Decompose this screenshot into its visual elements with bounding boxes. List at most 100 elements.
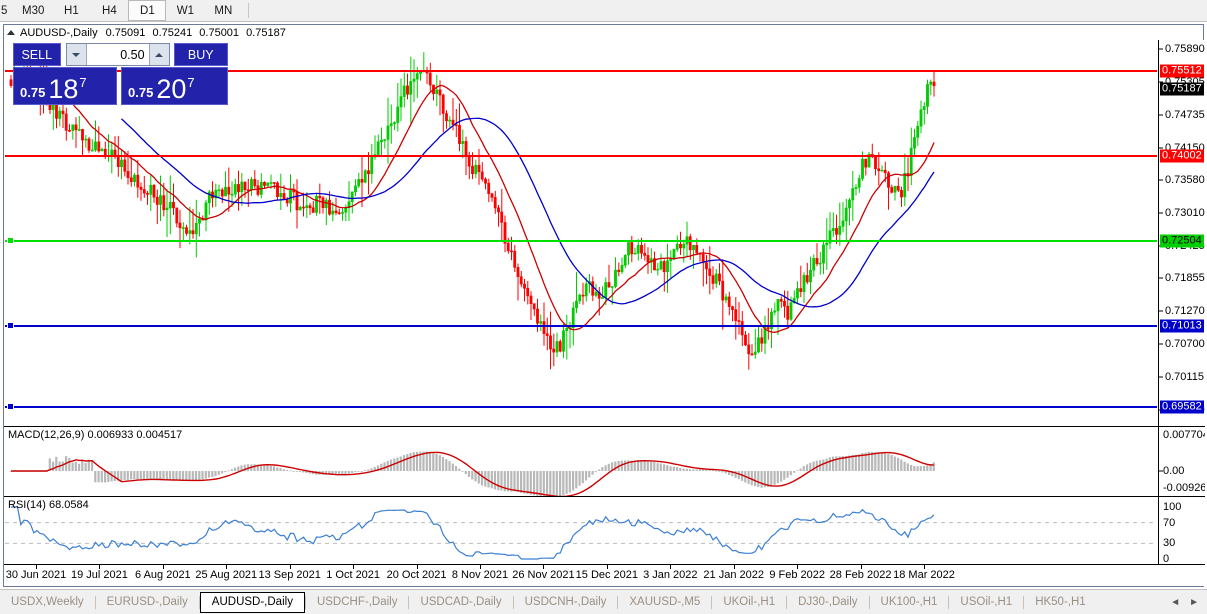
tab-divider xyxy=(786,595,788,609)
tab-divider xyxy=(198,595,200,609)
date-axis-label: 30 Jun 2021 xyxy=(5,569,67,581)
date-axis-label: 21 Jan 2022 xyxy=(703,569,764,581)
chart-tab-uk100-h1[interactable]: UK100-,H1 xyxy=(880,596,938,608)
macd-chart xyxy=(9,451,935,496)
trade-panel-top-row: SELL BUY xyxy=(13,43,228,66)
date-axis-label: 20 Oct 2021 xyxy=(386,569,447,581)
caret-up-icon xyxy=(155,52,164,57)
macd-plot-area[interactable] xyxy=(5,427,1157,496)
price-axis-tick xyxy=(1159,343,1163,345)
chart-tab-bar[interactable]: USDX,Weekly EURUSD-,Daily AUDUSD-,Daily USD… xyxy=(0,589,1207,614)
date-axis-tick xyxy=(353,565,355,569)
chart-window: AUDUSD-,Daily 0.75091 0.75241 0.75001 0.… xyxy=(3,24,1205,587)
chart-tab-ukoil-h1[interactable]: UKOil-,H1 xyxy=(723,596,776,608)
sell-price-prefix: 0.75 xyxy=(20,85,46,100)
tab-divider xyxy=(868,595,870,609)
date-axis-label: 25 Aug 2021 xyxy=(195,569,258,581)
price-axis-tick xyxy=(1159,277,1163,279)
rsi-plot-area[interactable] xyxy=(5,497,1157,564)
chart-tab-hk50-h1[interactable]: HK50-,H1 xyxy=(1035,596,1086,608)
sell-button[interactable]: SELL xyxy=(13,43,61,66)
tab-scroll-controls[interactable]: ◄ ► xyxy=(1170,597,1207,608)
price-axis-tick xyxy=(1159,179,1163,181)
tab-divider xyxy=(408,595,410,609)
date-axis-label: 6 Aug 2021 xyxy=(135,569,191,581)
tab-divider xyxy=(948,595,950,609)
macd-axis-label: -0.00926 xyxy=(1163,482,1205,494)
buy-button[interactable]: BUY xyxy=(173,43,228,66)
collapse-arrow-icon[interactable] xyxy=(7,30,15,35)
buy-price-display[interactable]: 0.75 20 7 xyxy=(121,67,228,105)
date-axis-tick xyxy=(36,565,37,569)
rsi-axis: 100 70 30 0 xyxy=(1158,497,1205,564)
chart-tab-usdcad-daily[interactable]: USDCAD-,Daily xyxy=(420,596,502,608)
rsi-pane[interactable]: RSI(14) 68.0584 100 70 30 0 xyxy=(4,496,1205,564)
date-axis-label: 8 Nov 2021 xyxy=(451,569,509,581)
date-axis-tick xyxy=(543,565,545,569)
chart-tab-usoil-h1[interactable]: USOil-,H1 xyxy=(960,596,1013,608)
lot-size-input[interactable] xyxy=(86,44,149,65)
timeframe-button-d1[interactable]: D1 xyxy=(128,0,167,21)
price-axis-label: 0.73010 xyxy=(1165,206,1205,219)
chart-tab-xauusd-m5[interactable]: XAUUSD-,M5 xyxy=(629,596,701,608)
date-axis-label: 26 Nov 2021 xyxy=(512,569,575,581)
rsi-axis-label: 0 xyxy=(1163,553,1170,564)
tab-divider xyxy=(617,595,619,609)
timeframe-button-m30[interactable]: M30 xyxy=(22,4,45,17)
timeframe-button-w1[interactable]: W1 xyxy=(176,4,194,17)
date-axis-label: 18 Mar 2022 xyxy=(893,569,955,581)
date-axis-tick xyxy=(289,565,291,569)
level-line-handle[interactable] xyxy=(7,237,14,245)
chart-tab-eurusd-daily[interactable]: EURUSD-,Daily xyxy=(106,596,188,608)
price-axis-label: 0.70700 xyxy=(1165,337,1205,350)
sell-price-display[interactable]: 0.75 18 7 xyxy=(13,67,117,105)
price-axis-tick xyxy=(1159,147,1163,149)
caret-down-icon xyxy=(72,52,81,57)
toolbar-divider xyxy=(248,3,250,18)
tab-scroll-right-icon[interactable]: ► xyxy=(1189,596,1199,608)
tab-divider xyxy=(1023,595,1025,609)
tab-divider xyxy=(512,595,514,609)
horizontal-level-line[interactable] xyxy=(5,237,1157,245)
timeframe-toolbar: 5 M30 H1 H4 D1 W1 MN xyxy=(0,0,1207,22)
date-axis[interactable]: 30 Jun 2021 19 Jul 2021 6 Aug 2021 25 Aug 2… xyxy=(4,564,1205,586)
timeframe-button-h4[interactable]: H4 xyxy=(102,4,117,17)
sell-price-main: 18 xyxy=(48,74,79,104)
price-axis-tick xyxy=(1159,310,1163,312)
horizontal-level-line[interactable] xyxy=(5,69,1157,72)
timeframe-button-h1[interactable]: H1 xyxy=(64,4,79,17)
lot-increase-button[interactable] xyxy=(148,44,169,65)
date-axis-tick xyxy=(416,565,418,569)
tab-scroll-left-icon[interactable]: ◄ xyxy=(1170,596,1181,608)
chart-tab-audusd-daily[interactable]: AUDUSD-,Daily xyxy=(199,591,305,613)
macd-label: MACD(12,26,9) 0.006933 0.004517 xyxy=(8,429,183,441)
timeframe-button-5[interactable]: 5 xyxy=(1,4,8,17)
macd-pane[interactable]: MACD(12,26,9) 0.006933 0.004517 0.007704… xyxy=(4,426,1205,496)
level-line-handle[interactable] xyxy=(7,403,14,411)
chart-tab-usdchf-daily[interactable]: USDCHF-,Daily xyxy=(316,596,398,608)
ohlc-low: 0.75001 xyxy=(199,26,240,39)
price-axis-label: 0.71855 xyxy=(1165,272,1205,285)
price-axis[interactable]: 0.758900.753050.747350.741500.735800.730… xyxy=(1158,40,1205,426)
price-axis-tick xyxy=(1159,376,1163,378)
one-click-trade-panel[interactable]: SELL BUY 0.75 18 7 0.75 20 7 xyxy=(13,43,228,105)
lot-decrease-button[interactable] xyxy=(66,44,87,65)
sell-price-fraction: 7 xyxy=(79,75,87,90)
price-axis-tick xyxy=(1159,212,1163,214)
level-line-handle[interactable] xyxy=(7,321,14,329)
horizontal-level-line[interactable] xyxy=(5,155,1157,158)
macd-axis-label: 0.007704 xyxy=(1163,429,1205,441)
lot-size-stepper[interactable] xyxy=(65,43,170,66)
chart-tab-usdx-weekly[interactable]: USDX,Weekly xyxy=(11,596,84,608)
horizontal-level-line[interactable] xyxy=(5,403,1157,411)
date-axis-label: 1 Oct 2021 xyxy=(326,569,381,581)
price-axis-label: 0.71270 xyxy=(1165,305,1205,318)
chart-tab-usdcnh-daily[interactable]: USDCNH-,Daily xyxy=(524,596,607,608)
date-axis-label: 28 Feb 2022 xyxy=(829,569,892,581)
chart-tab-dj30-daily[interactable]: DJ30-,Daily xyxy=(798,596,858,608)
timeframe-button-mn[interactable]: MN xyxy=(214,4,233,17)
rsi-label: RSI(14) 68.0584 xyxy=(8,499,89,511)
date-axis-tick xyxy=(860,565,862,569)
horizontal-level-line[interactable] xyxy=(5,321,1157,329)
chart-symbol-label: AUDUSD-,Daily xyxy=(20,26,98,39)
